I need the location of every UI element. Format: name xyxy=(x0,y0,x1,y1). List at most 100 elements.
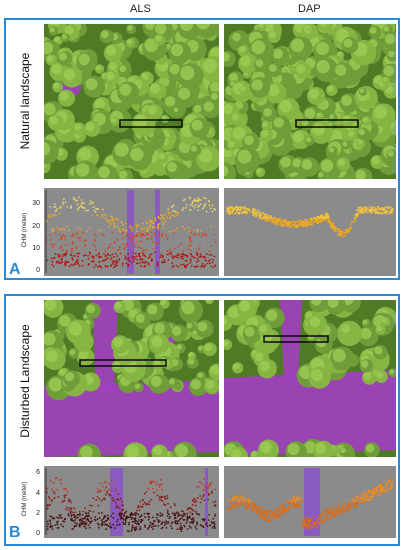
scatter-point xyxy=(94,245,97,248)
scatter-point xyxy=(66,490,69,493)
scatter-point xyxy=(273,518,276,521)
scatter-point xyxy=(161,500,164,503)
scatter-point xyxy=(253,503,256,506)
scatter-point xyxy=(166,236,169,239)
scatter-point xyxy=(110,264,113,266)
scatter-point xyxy=(144,255,147,258)
scatter-point xyxy=(112,221,115,224)
scatter-point xyxy=(70,507,73,510)
scatter-point xyxy=(214,240,217,243)
gap-band xyxy=(205,468,208,536)
scatter-point xyxy=(178,514,181,516)
scatter-point xyxy=(157,525,160,527)
scatter-point xyxy=(118,259,121,261)
scatter-point xyxy=(316,220,318,223)
scatter-point xyxy=(108,522,111,525)
scatter-point xyxy=(59,514,62,516)
scatter-point xyxy=(166,216,169,219)
scatter-point xyxy=(155,481,158,484)
tree-crown xyxy=(317,24,334,32)
scatter-point xyxy=(302,520,305,523)
scatter-point xyxy=(364,493,367,496)
scatter-point xyxy=(113,499,116,502)
scatter-point xyxy=(111,247,114,249)
scatter-point xyxy=(182,263,185,266)
scatter-point xyxy=(107,525,110,527)
scatter-point xyxy=(115,259,118,262)
scatter-point xyxy=(341,234,343,237)
tree-crown xyxy=(270,46,290,66)
tree-crown xyxy=(196,146,219,172)
scatter-point xyxy=(344,504,347,507)
scatter-point xyxy=(152,525,155,528)
scatter-point xyxy=(295,503,298,506)
scatter-point xyxy=(202,495,204,498)
scatter-point xyxy=(213,255,216,258)
scatter-point xyxy=(114,527,117,529)
scatter-point xyxy=(148,503,151,506)
scatter-point xyxy=(101,485,104,488)
scatter-point xyxy=(309,527,312,530)
scatter-point xyxy=(275,512,277,515)
scatter-point xyxy=(151,241,154,243)
tree-crown xyxy=(193,24,219,39)
scatter-point xyxy=(70,248,73,251)
scatter-point xyxy=(135,512,138,515)
als-canopy-image-disturbed xyxy=(44,300,219,457)
scatter-point xyxy=(78,196,80,199)
scatter-point xyxy=(72,254,75,257)
scatter-point xyxy=(113,255,115,258)
scatter-point xyxy=(310,520,313,522)
scatter-point xyxy=(251,505,253,508)
scatter-point xyxy=(156,514,159,516)
scatter-point xyxy=(151,226,154,229)
scatter-point xyxy=(337,228,340,230)
scatter-point xyxy=(334,505,336,508)
scatter-point xyxy=(101,208,104,211)
scatter-point xyxy=(68,229,70,232)
scatter-point xyxy=(140,514,143,517)
scatter-point xyxy=(362,497,365,499)
scatter-point xyxy=(204,264,207,267)
scatter-point xyxy=(382,486,384,489)
scatter-point xyxy=(360,501,363,504)
scatter-point xyxy=(82,510,85,513)
scatter-point xyxy=(64,243,67,246)
scatter-point xyxy=(256,511,259,514)
scatter-point xyxy=(239,501,242,504)
tree-crown xyxy=(57,51,73,66)
scatter-point xyxy=(97,526,100,529)
scatter-point xyxy=(120,513,123,516)
scatter-point xyxy=(80,523,83,526)
scatter-point xyxy=(201,232,203,235)
scatter-point xyxy=(46,520,49,523)
scatter-point xyxy=(258,211,261,213)
scatter-point xyxy=(163,227,165,230)
scatter-point xyxy=(84,516,86,519)
scatter-point xyxy=(122,231,125,233)
scatter-point xyxy=(174,514,176,517)
scatter-point xyxy=(132,252,135,254)
scatter-point xyxy=(191,504,194,506)
scatter-point xyxy=(75,517,78,519)
scatter-point xyxy=(271,512,274,515)
scatter-point xyxy=(272,514,274,517)
scatter-point xyxy=(377,206,380,208)
scatter-point xyxy=(150,526,153,528)
scatter-point xyxy=(293,499,296,501)
scatter-point xyxy=(346,229,348,232)
tree-crown xyxy=(386,149,396,161)
scatter-point xyxy=(71,243,74,245)
scatter-point xyxy=(214,500,217,503)
tree-crown xyxy=(208,363,219,381)
scatter-point xyxy=(323,518,326,520)
scatter-point xyxy=(258,506,261,509)
scatter-point xyxy=(95,254,98,257)
scatter-point xyxy=(348,501,351,504)
scatter-point xyxy=(315,525,318,528)
scatter-point xyxy=(122,504,124,507)
scatter-point xyxy=(274,508,277,511)
scatter-point xyxy=(123,248,126,251)
scatter-point xyxy=(86,230,89,232)
scatter-point xyxy=(124,521,127,524)
